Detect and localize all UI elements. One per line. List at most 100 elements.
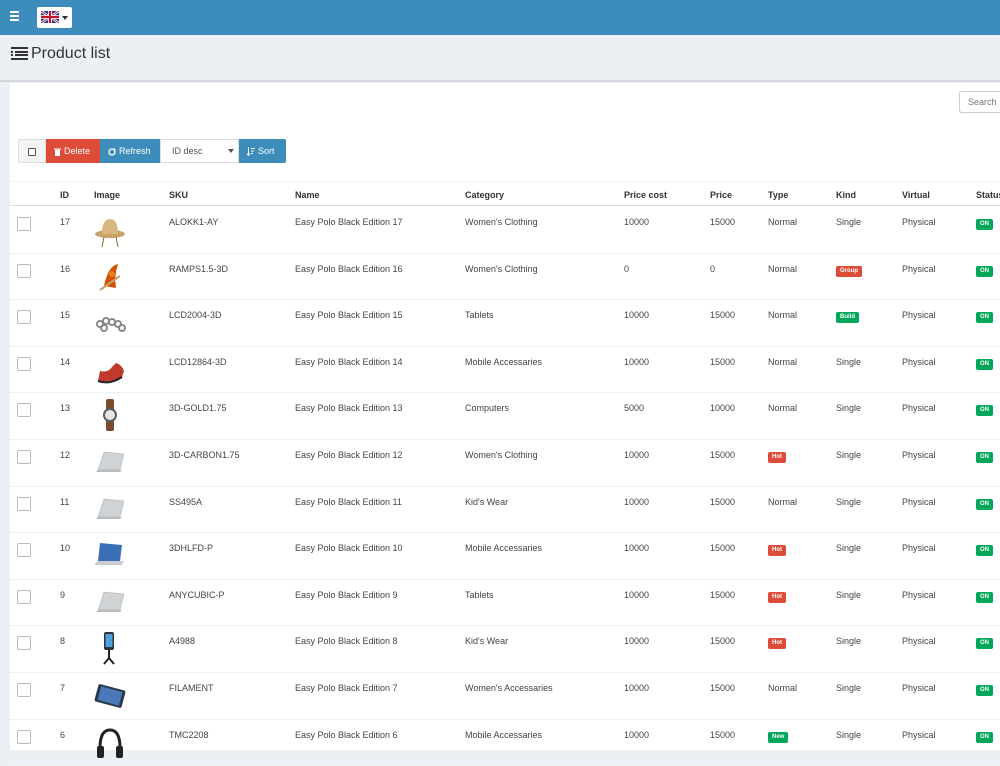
cell-name: Easy Polo Black Edition 16 <box>295 263 403 274</box>
chevron-down-icon <box>228 149 234 153</box>
select-all-checkbox[interactable] <box>18 139 46 163</box>
col-name[interactable]: Name <box>295 190 320 200</box>
type-badge: New <box>768 731 789 743</box>
cell-type: Normal <box>768 683 798 693</box>
col-id[interactable]: ID <box>60 190 69 200</box>
cell-price: 15000 <box>710 543 736 554</box>
cell-virtual: Physical <box>902 310 936 321</box>
cell-virtual: Physical <box>902 683 936 693</box>
table-header: ID Image SKU Name Category Price cost Pr… <box>10 181 1000 206</box>
trash-icon <box>54 148 61 156</box>
status-toggle[interactable]: ON <box>976 405 993 417</box>
cell-id: 17 <box>60 217 71 227</box>
row-checkbox[interactable] <box>17 543 31 558</box>
refresh-icon <box>108 147 116 156</box>
col-kind[interactable]: Kind <box>836 190 856 200</box>
row-checkbox[interactable] <box>17 356 31 371</box>
status-toggle[interactable]: ON <box>976 358 993 370</box>
uk-flag-icon <box>41 11 59 23</box>
cell-sku: TMC2208 <box>169 729 209 740</box>
cell-id: 7 <box>60 683 66 693</box>
product-thumbnail-laptop-blue <box>90 535 130 575</box>
row-checkbox[interactable] <box>17 217 31 231</box>
col-virtual[interactable]: Virtual <box>902 190 930 200</box>
table-row[interactable]: 12 3D-CARBON1.75 Easy Polo Black Edition 1… <box>10 440 1000 487</box>
cell-price-cost: 10000 <box>624 356 650 367</box>
cell-price-cost: 10000 <box>624 683 650 693</box>
col-price-cost[interactable]: Price cost <box>624 190 668 200</box>
table-row[interactable]: 7 FILAMENT Easy Polo Black Edition 7 Women'… <box>10 673 1000 720</box>
cell-virtual: Physical <box>902 263 936 274</box>
table-row[interactable]: 11 SS495A Easy Polo Black Edition 11 Kid's … <box>10 487 1000 534</box>
status-toggle[interactable]: ON <box>976 312 993 324</box>
col-price[interactable]: Price <box>710 190 733 200</box>
row-checkbox[interactable] <box>17 450 31 464</box>
table-row[interactable]: 8 A4988 Easy Polo Black Edition 8 Kid's Wea… <box>10 626 1000 673</box>
row-checkbox[interactable] <box>17 496 31 511</box>
cell-name: Easy Polo Black Edition 12 <box>295 450 403 460</box>
row-checkbox[interactable] <box>17 403 31 418</box>
status-toggle[interactable]: ON <box>976 545 993 557</box>
row-checkbox[interactable] <box>17 589 31 604</box>
cell-price: 15000 <box>710 683 736 693</box>
cell-kind: Single <box>836 450 862 460</box>
col-status[interactable]: Status <box>976 190 1000 200</box>
cell-price-cost: 10000 <box>624 310 650 321</box>
row-checkbox[interactable] <box>17 310 31 325</box>
sort-order-value: ID desc <box>172 146 203 156</box>
status-toggle[interactable]: ON <box>976 219 993 230</box>
cell-virtual: Physical <box>902 543 936 554</box>
row-checkbox[interactable] <box>17 729 31 744</box>
table-row[interactable]: 16 RAMPS1.5-3D Easy Polo Black Edition 16 W… <box>10 254 1000 301</box>
table-row[interactable]: 10 3DHLFD-P Easy Polo Black Edition 10 Mobi… <box>10 533 1000 580</box>
cell-virtual: Physical <box>902 589 936 600</box>
delete-button[interactable]: Delete <box>46 139 100 163</box>
cell-virtual: Physical <box>902 356 936 367</box>
cell-sku: FILAMENT <box>169 683 214 693</box>
table-row[interactable]: 9 ANYCUBIC-P Easy Polo Black Edition 9 Tabl… <box>10 580 1000 627</box>
cell-price-cost: 0 <box>624 263 630 274</box>
cell-id: 8 <box>60 636 66 647</box>
row-checkbox[interactable] <box>17 263 31 278</box>
cell-type: Normal <box>768 217 798 227</box>
cell-virtual: Physical <box>902 217 936 227</box>
page-title: Product list <box>31 45 111 62</box>
status-toggle[interactable]: ON <box>976 591 993 603</box>
table-row[interactable]: 13 3D-GOLD1.75 Easy Polo Black Edition 13 C… <box>10 393 1000 440</box>
status-toggle[interactable]: ON <box>976 265 993 277</box>
cell-type: Normal <box>768 356 798 367</box>
delete-label: Delete <box>64 146 91 156</box>
row-checkbox[interactable] <box>17 636 31 651</box>
search-input[interactable] <box>959 91 1000 113</box>
col-type[interactable]: Type <box>768 190 789 200</box>
status-toggle[interactable]: ON <box>976 498 993 510</box>
cell-sku: 3D-CARBON1.75 <box>169 450 240 460</box>
status-toggle[interactable]: ON <box>976 685 993 696</box>
type-badge: Hot <box>768 638 786 650</box>
table-row[interactable]: 17 ALOKK1-AY Easy Polo Black Edition 17 Wom… <box>10 207 1000 254</box>
table-row[interactable]: 15 LCD2004-3D Easy Polo Black Edition 15 Ta… <box>10 300 1000 347</box>
cell-price: 15000 <box>710 217 736 227</box>
status-toggle[interactable]: ON <box>976 638 993 650</box>
cell-virtual: Physical <box>902 496 936 507</box>
row-checkbox[interactable] <box>17 683 31 697</box>
cell-type: Normal <box>768 496 798 507</box>
col-category[interactable]: Category <box>465 190 505 200</box>
table-row[interactable]: 14 LCD12864-3D Easy Polo Black Edition 14 M… <box>10 347 1000 394</box>
language-selector[interactable] <box>37 7 72 28</box>
cell-kind: Single <box>836 636 862 647</box>
type-badge: Hot <box>768 545 786 557</box>
table-row[interactable]: 6 TMC2208 Easy Polo Black Edition 6 Mobile … <box>10 720 1000 766</box>
cell-price-cost: 10000 <box>624 496 650 507</box>
cell-category: Mobile Accessaries <box>465 356 543 367</box>
sort-button[interactable]: Sort <box>239 139 286 163</box>
status-toggle[interactable]: ON <box>976 452 993 463</box>
cell-name: Easy Polo Black Edition 8 <box>295 636 398 647</box>
status-toggle[interactable]: ON <box>976 731 993 743</box>
sort-icon <box>247 147 255 157</box>
col-sku[interactable]: SKU <box>169 190 189 200</box>
sort-order-select[interactable]: ID desc <box>160 139 239 163</box>
product-thumbnail-accessory <box>90 256 130 296</box>
refresh-button[interactable]: Refresh <box>100 139 160 163</box>
hamburger-icon[interactable] <box>10 11 20 21</box>
